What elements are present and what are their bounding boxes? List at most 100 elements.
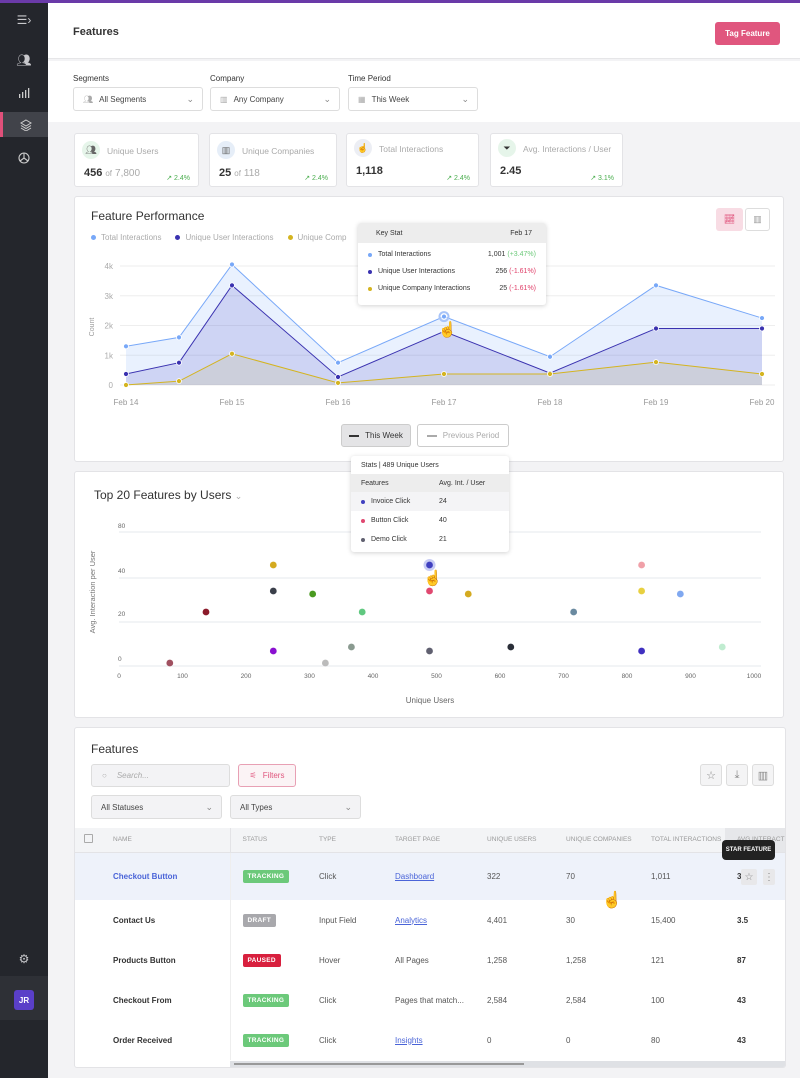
layers-icon[interactable]	[0, 112, 48, 137]
tooltip-row: Total Interactions 1,001 (+3.47%)	[358, 246, 546, 263]
data-point	[335, 380, 341, 386]
column-header[interactable]: STATUS	[230, 828, 307, 853]
company-label: Company	[210, 74, 245, 83]
scatter-point	[166, 659, 174, 667]
scatter-point	[638, 561, 646, 569]
filters-button[interactable]: ⚟ Filters	[238, 764, 296, 787]
columns-icon[interactable]: ▥	[752, 764, 774, 786]
tooltip-row: Invoice Click 24	[351, 492, 509, 511]
star-feature-tooltip: STAR FEATURE	[722, 840, 775, 860]
feature-name[interactable]: Checkout From	[101, 980, 231, 1020]
y-tick-label: 20	[118, 611, 126, 618]
column-header[interactable]: NAME	[101, 828, 231, 853]
data-point	[123, 371, 129, 377]
y-tick-label: 4k	[105, 262, 114, 271]
status-badge: TRACKING	[242, 1033, 290, 1047]
feature-name[interactable]: Products Button	[101, 940, 231, 980]
x-tick-label: 700	[558, 673, 569, 680]
select-all-checkbox[interactable]	[84, 834, 93, 844]
bar-chart-toggle-icon[interactable]: ▥	[745, 208, 770, 231]
avg-interactions: 43	[737, 1035, 746, 1045]
period-select[interactable]: ▦ This Week ⌄	[348, 87, 478, 111]
legend-item[interactable]: Unique Comp	[287, 233, 346, 242]
segments-icon: 👥︎	[83, 94, 94, 104]
x-tick-label: 600	[495, 673, 506, 680]
series-area	[126, 264, 762, 385]
kpi-delta: ↗ 2.4%	[304, 175, 328, 182]
menu-expand-icon[interactable]: ☰›	[16, 13, 32, 27]
star-feature-icon[interactable]: ☆	[741, 869, 757, 885]
tooltip-row: Unique User Interactions 256 (-1.61%)	[358, 263, 546, 280]
tag-feature-button[interactable]: Tag Feature	[715, 22, 780, 45]
previous-period-toggle[interactable]: Previous Period	[417, 424, 509, 447]
kpi-value: 25 of 118	[219, 167, 260, 179]
y-tick-label: 0	[109, 381, 114, 390]
horizontal-scrollbar[interactable]	[230, 1061, 785, 1067]
segments-value: All Segments	[99, 94, 147, 104]
feature-name[interactable]: Checkout Button	[101, 852, 231, 900]
target-page-link[interactable]: Analytics	[395, 915, 428, 925]
feature-type: Click	[319, 995, 337, 1005]
status-filter-select[interactable]: All Statuses ⌄	[91, 795, 222, 819]
scatter-point	[269, 587, 277, 595]
table-row[interactable]: Checkout Button TRACKING Click Dashboard…	[75, 852, 785, 900]
line-chart-toggle-icon[interactable]: 📈︎	[716, 208, 743, 231]
bar-chart-icon[interactable]	[0, 81, 48, 105]
legend-item[interactable]: Total Interactions	[91, 233, 161, 242]
top-accent-bar	[0, 0, 800, 3]
pie-chart-icon[interactable]	[0, 146, 48, 170]
avg-interactions: 3.5	[737, 915, 749, 925]
users-icon[interactable]: 👥︎	[16, 53, 32, 67]
period-label: Time Period	[348, 74, 391, 83]
scatter-tooltip: Stats | 489 Unique Users Features Avg. In…	[351, 456, 509, 552]
type-filter-select[interactable]: All Types ⌄	[230, 795, 361, 819]
this-week-toggle[interactable]: This Week	[341, 424, 411, 447]
column-header[interactable]: UNIQUE USERS	[475, 828, 554, 853]
top-features-card: Top 20 Features by Users ⌄ 0 20 40 80 0 100 20…	[74, 456, 784, 718]
target-page-link[interactable]: Dashboard	[395, 871, 435, 881]
scatter-point	[676, 590, 684, 598]
kpi-avg-interactions: ⏷ Avg. Interactions / User 2.45 ↗ 3.1%	[490, 133, 623, 187]
column-header[interactable]: TYPE	[307, 828, 383, 853]
scatter-point	[348, 643, 355, 651]
column-header[interactable]: TARGET PAGE	[383, 828, 475, 853]
x-tick-label: 0	[117, 673, 121, 680]
table-row[interactable]: Order Received TRACKING Click Insights 0…	[75, 1020, 785, 1060]
x-tick-label: Feb 18	[538, 398, 563, 407]
x-tick-label: 200	[241, 673, 252, 680]
avatar[interactable]: JR	[14, 990, 34, 1010]
chevron-down-icon: ⌄	[205, 801, 213, 812]
status-badge: TRACKING	[242, 993, 290, 1007]
scatter-point	[638, 587, 646, 595]
feature-name[interactable]: Contact Us	[101, 900, 231, 940]
search-input[interactable]: ○ Search...	[91, 764, 230, 787]
avg-interactions: 3.	[725, 852, 785, 900]
kpi-delta: ↗ 3.1%	[590, 175, 614, 182]
status-badge: TRACKING	[242, 869, 290, 883]
building-icon: ▥	[217, 141, 235, 159]
cursor-hand-icon: ☝	[438, 320, 457, 339]
feature-name[interactable]: Order Received	[101, 1020, 231, 1060]
target-page-link[interactable]: Insights	[395, 1035, 423, 1045]
segments-select[interactable]: 👥︎ All Segments ⌄	[73, 87, 203, 111]
download-icon[interactable]: ⤓	[726, 764, 748, 786]
company-select[interactable]: ▥ Any Company ⌄	[210, 87, 340, 111]
star-icon[interactable]: ☆	[700, 764, 722, 786]
total-interactions: 15,400	[651, 915, 676, 925]
column-header[interactable]: TOTAL INTERACTIONS	[639, 828, 725, 853]
more-options-icon[interactable]: ⋮	[763, 869, 775, 885]
settings-icon[interactable]: ⚙	[18, 952, 30, 966]
chart-title[interactable]: Top 20 Features by Users ⌄	[94, 488, 243, 502]
data-point	[547, 353, 553, 360]
column-header[interactable]: UNIQUE COMPANIES	[554, 828, 639, 853]
table-row[interactable]: Products Button PAUSED Hover All Pages 1…	[75, 940, 785, 980]
tooltip-row: Unique Company Interactions 25 (-1.61%)	[358, 280, 546, 297]
scatter-point	[269, 647, 277, 655]
kpi-label: Total Interactions	[379, 144, 444, 154]
scatter-point	[426, 647, 433, 655]
legend-item[interactable]: Unique User Interactions	[175, 233, 274, 242]
table-row[interactable]: Checkout From TRACKING Click Pages that …	[75, 980, 785, 1020]
calendar-icon: ▦	[358, 94, 366, 104]
kpi-value: 2.45	[500, 165, 522, 177]
table-row[interactable]: Contact Us DRAFT Input Field Analytics 4…	[75, 900, 785, 940]
